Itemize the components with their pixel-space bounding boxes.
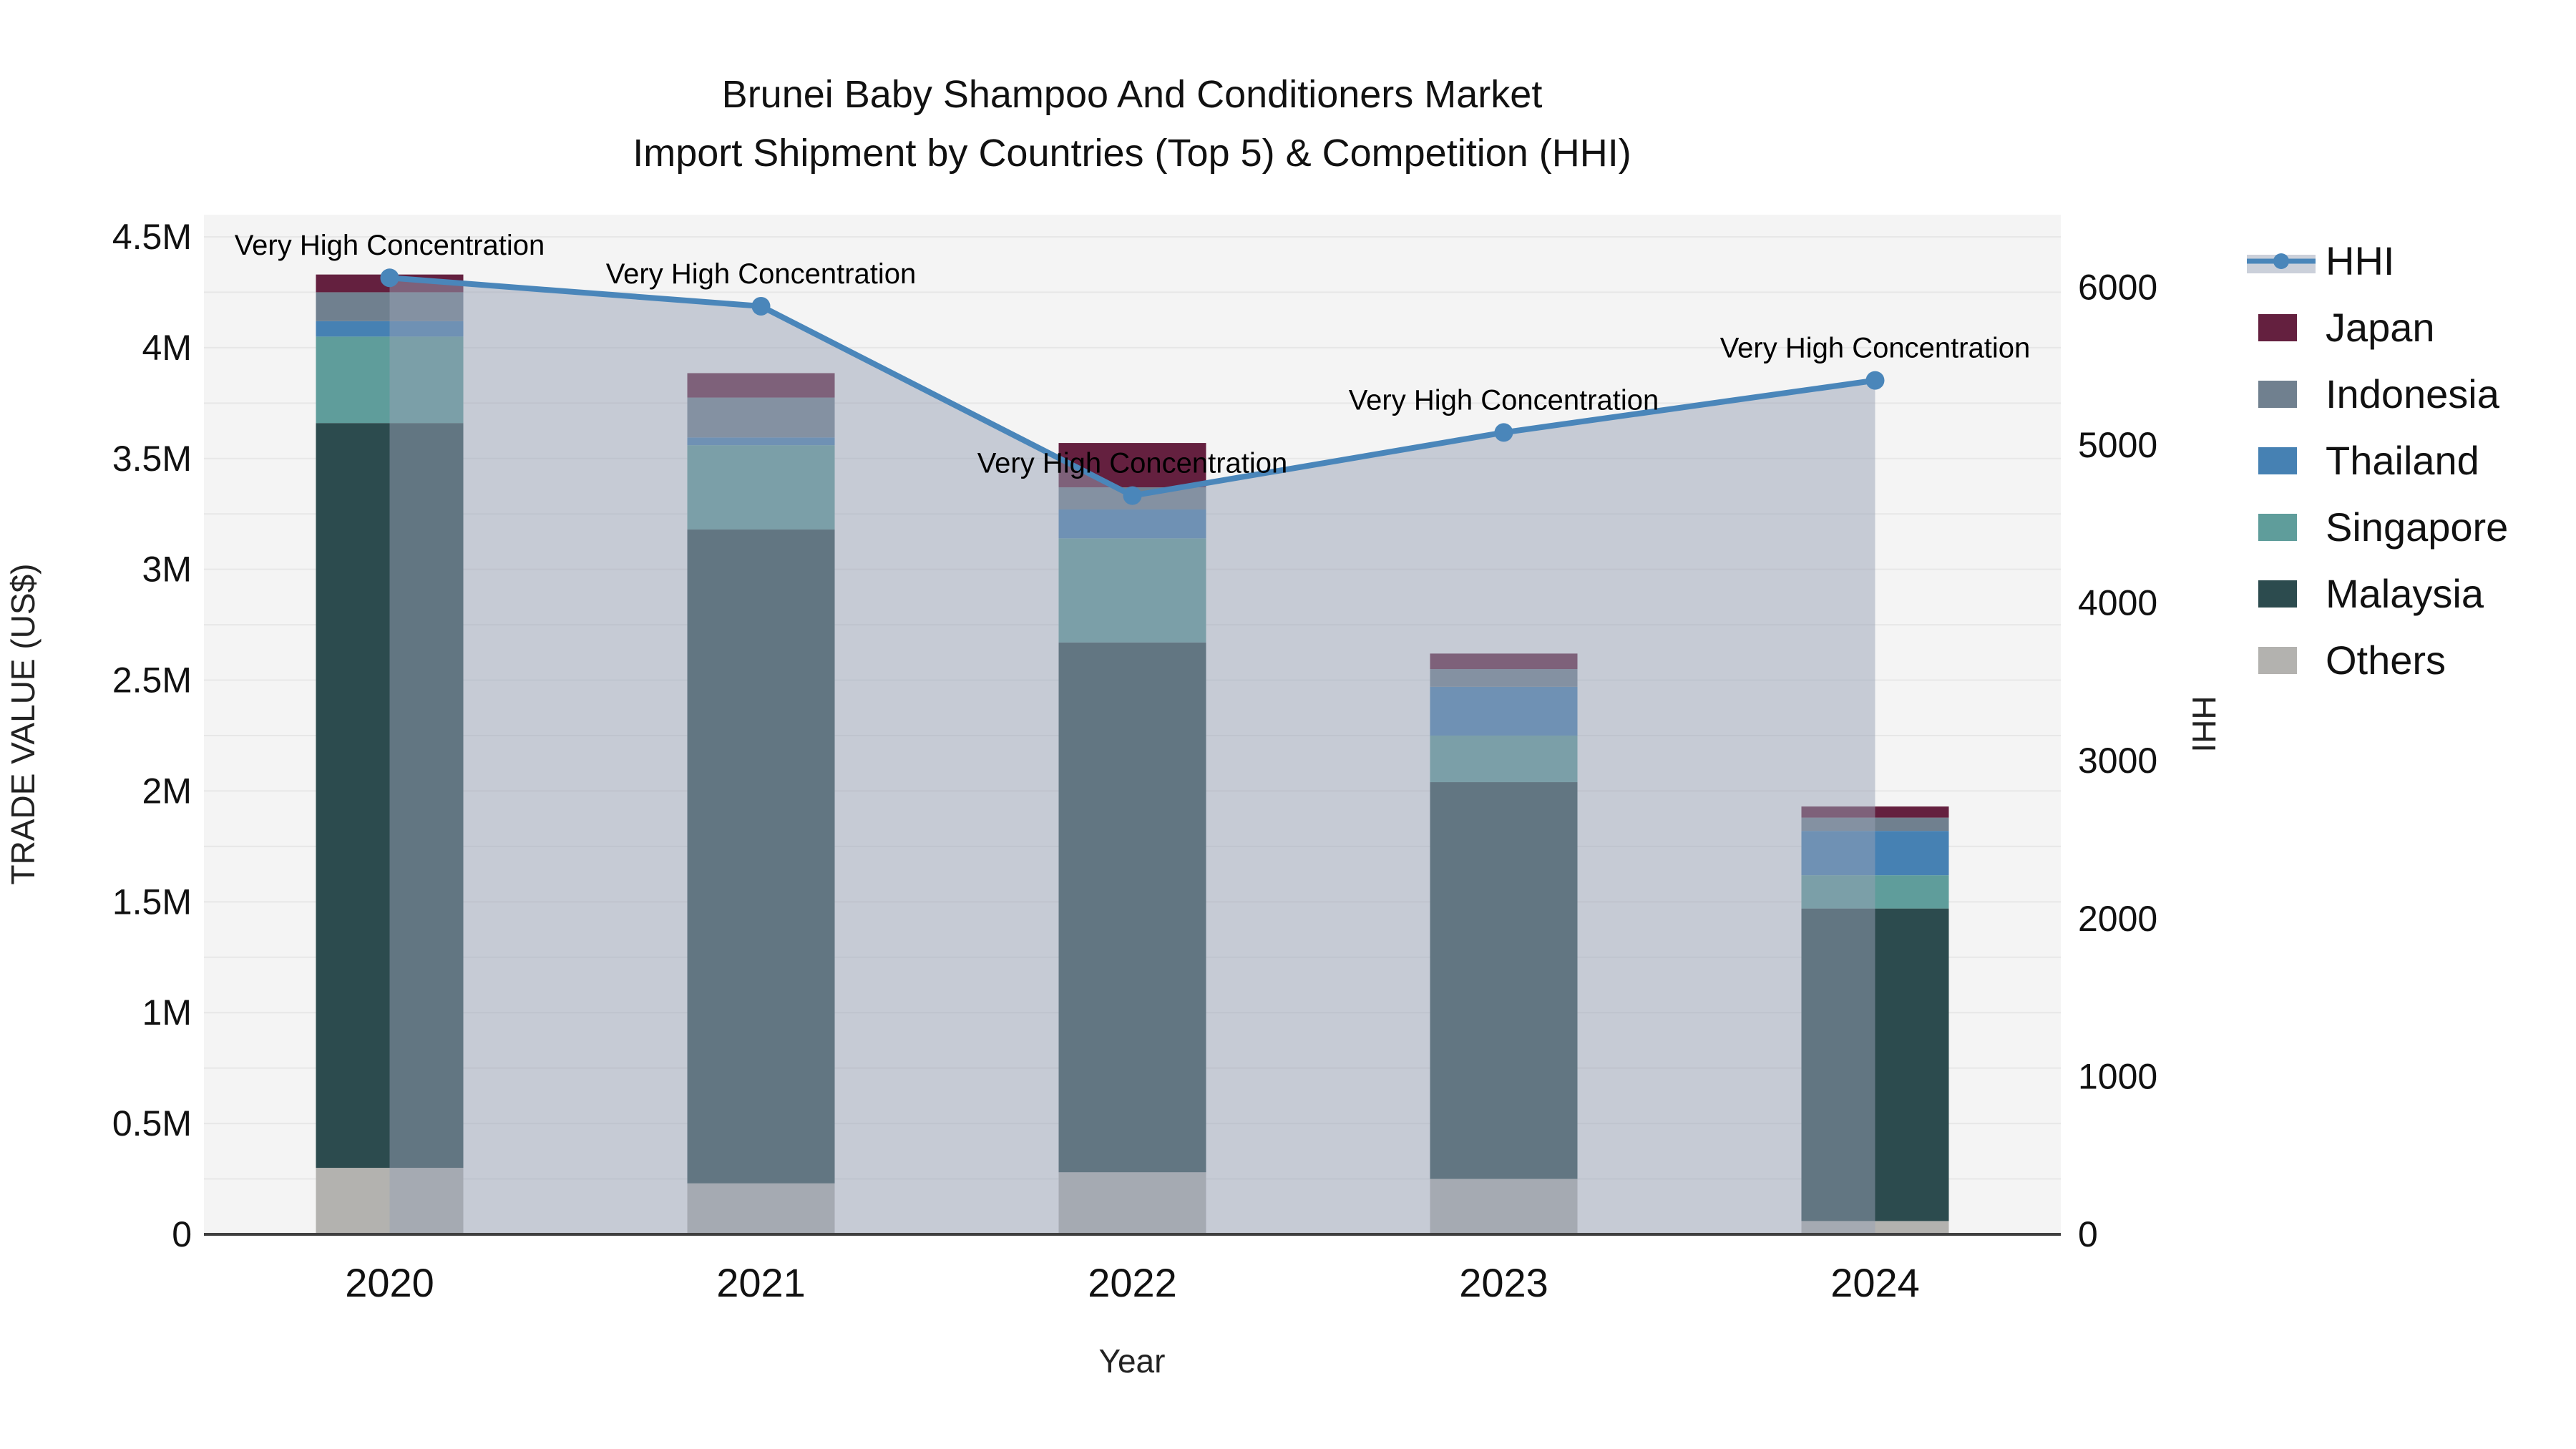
y-left-axis-title: TRADE VALUE (US$) <box>4 563 42 884</box>
annotation-2020: Very High Concentration <box>235 230 545 261</box>
hhi-marker-2023[interactable] <box>1494 423 1513 442</box>
y-right-tick-6000: 6000 <box>2078 267 2157 307</box>
hhi-marker-2020[interactable] <box>380 268 399 288</box>
legend-item-singapore[interactable]: Singapore <box>2258 504 2508 550</box>
x-tick-2024: 2024 <box>1830 1260 1920 1305</box>
y-left-tick-labels: 0 0.5M 1M 1.5M 2M 2.5M 3M 3.5M 4M 4.5M <box>112 217 192 1254</box>
x-tick-2022: 2022 <box>1088 1260 1177 1305</box>
legend-swatch-japan <box>2258 314 2297 341</box>
annotation-2024: Very High Concentration <box>1720 333 2031 364</box>
y-left-tick-2.5M: 2.5M <box>112 660 192 701</box>
legend-label-malaysia: Malaysia <box>2326 571 2484 616</box>
chart-title-line-2: Import Shipment by Countries (Top 5) & C… <box>633 132 1631 175</box>
y-right-axis-title: HHI <box>2185 696 2223 752</box>
legend-item-malaysia[interactable]: Malaysia <box>2258 571 2484 616</box>
legend-label-indonesia: Indonesia <box>2326 371 2500 416</box>
legend-label-japan: Japan <box>2326 305 2435 350</box>
hhi-marker-2021[interactable] <box>751 296 771 316</box>
x-tick-2023: 2023 <box>1459 1260 1548 1305</box>
x-axis-title: Year <box>1099 1342 1166 1380</box>
legend-swatch-singapore <box>2258 514 2297 541</box>
legend-swatch-others <box>2258 647 2297 674</box>
hhi-marker-2024[interactable] <box>1865 371 1885 390</box>
legend-swatch-thailand <box>2258 447 2297 474</box>
legend-label-thailand: Thailand <box>2326 438 2479 483</box>
legend: HHI Japan Indonesia Thailand Singapore Malays… <box>2247 238 2508 683</box>
y-right-tick-3000: 3000 <box>2078 741 2157 781</box>
x-tick-2021: 2021 <box>716 1260 806 1305</box>
y-right-tick-1000: 1000 <box>2078 1056 2157 1096</box>
legend-item-indonesia[interactable]: Indonesia <box>2258 371 2500 416</box>
y-left-tick-1M: 1M <box>142 992 192 1033</box>
y-left-tick-0: 0 <box>172 1214 192 1254</box>
x-tick-labels: 2020 2021 2022 2023 2024 <box>345 1260 1920 1305</box>
legend-label-hhi: HHI <box>2326 238 2394 283</box>
y-left-tick-2M: 2M <box>142 771 192 811</box>
y-right-tick-labels: 0 1000 2000 3000 4000 5000 6000 <box>2078 267 2157 1254</box>
legend-label-singapore: Singapore <box>2326 504 2508 550</box>
chart-title-line-1: Brunei Baby Shampoo And Conditioners Mar… <box>722 73 1543 116</box>
legend-item-hhi[interactable]: HHI <box>2247 238 2394 283</box>
legend-item-japan[interactable]: Japan <box>2258 305 2435 350</box>
hhi-area-line <box>380 268 1885 1234</box>
y-left-tick-1.5M: 1.5M <box>112 882 192 922</box>
hhi-marker-2022[interactable] <box>1123 486 1142 505</box>
annotation-2021: Very High Concentration <box>606 258 917 290</box>
y-left-tick-4M: 4M <box>142 328 192 368</box>
annotations: Very High Concentration Very High Concent… <box>235 230 2031 479</box>
annotation-2023: Very High Concentration <box>1349 384 1659 416</box>
y-left-tick-3M: 3M <box>142 550 192 590</box>
x-tick-2020: 2020 <box>345 1260 434 1305</box>
y-right-tick-5000: 5000 <box>2078 425 2157 465</box>
hhi-area-fill <box>389 278 1875 1234</box>
legend-swatch-indonesia <box>2258 381 2297 408</box>
y-left-tick-0.5M: 0.5M <box>112 1103 192 1143</box>
legend-swatch-malaysia <box>2258 580 2297 608</box>
y-left-tick-3.5M: 3.5M <box>112 439 192 479</box>
y-right-tick-0: 0 <box>2078 1214 2098 1254</box>
y-right-tick-2000: 2000 <box>2078 899 2157 939</box>
annotation-2022: Very High Concentration <box>977 448 1288 479</box>
y-left-tick-4.5M: 4.5M <box>112 217 192 257</box>
hhi-legend-marker-icon <box>2273 253 2289 269</box>
legend-label-others: Others <box>2326 638 2446 683</box>
y-right-tick-4000: 4000 <box>2078 583 2157 623</box>
legend-item-others[interactable]: Others <box>2258 638 2446 683</box>
legend-item-thailand[interactable]: Thailand <box>2258 438 2479 483</box>
